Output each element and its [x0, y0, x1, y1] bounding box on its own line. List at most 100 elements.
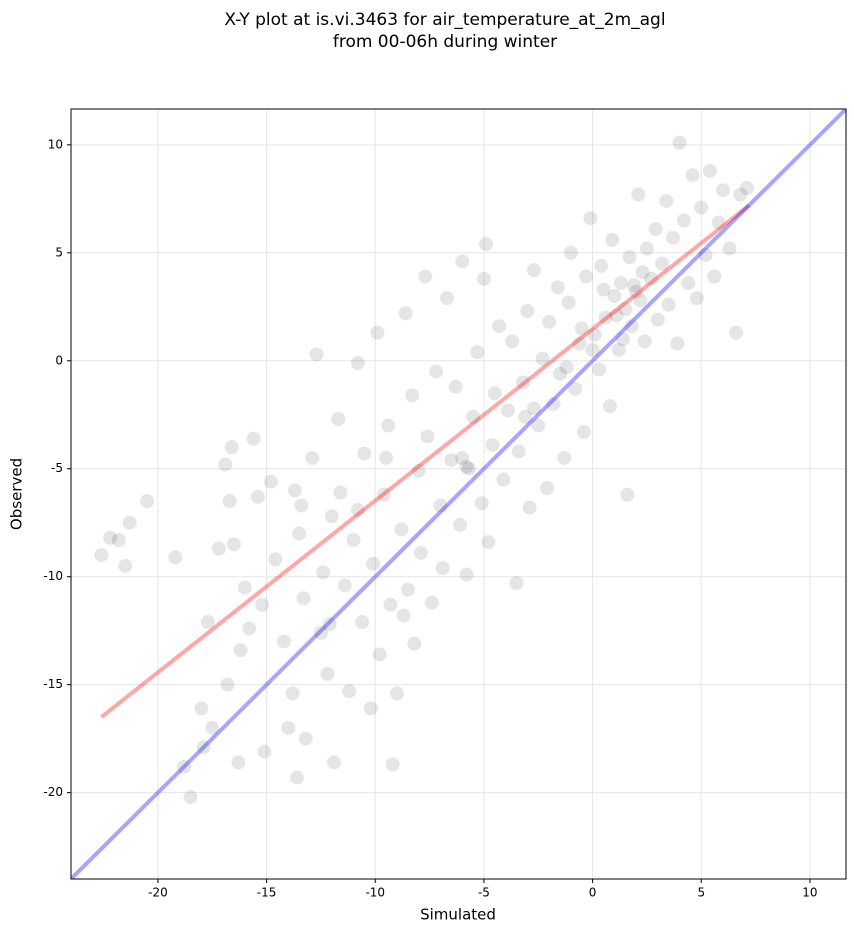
point: [346, 532, 361, 547]
y-tick-label: 0: [55, 353, 63, 367]
point: [511, 444, 526, 459]
point: [263, 474, 278, 489]
point: [694, 200, 709, 215]
point: [140, 494, 155, 509]
point: [231, 755, 246, 770]
point: [168, 550, 183, 565]
point: [607, 288, 622, 303]
point: [522, 500, 537, 515]
point: [572, 336, 587, 351]
point: [605, 232, 620, 247]
point: [292, 526, 307, 541]
x-tick-label: 5: [697, 886, 705, 900]
point: [561, 295, 576, 310]
point: [453, 517, 468, 532]
point: [237, 580, 252, 595]
point: [268, 552, 283, 567]
point: [194, 701, 209, 716]
point: [509, 576, 524, 591]
point: [655, 256, 670, 271]
point: [644, 271, 659, 286]
point: [385, 757, 400, 772]
point: [326, 755, 341, 770]
x-tick-label: 0: [589, 886, 597, 900]
point: [287, 483, 302, 498]
y-tick-label: 5: [55, 245, 63, 259]
point: [424, 595, 439, 610]
point: [587, 327, 602, 342]
point: [439, 291, 454, 306]
point: [183, 789, 198, 804]
point: [620, 487, 635, 502]
point: [337, 578, 352, 593]
point: [220, 677, 235, 692]
point: [557, 450, 572, 465]
point: [733, 187, 748, 202]
point: [535, 351, 550, 366]
point: [633, 293, 648, 308]
y-tick-label: -20: [43, 785, 63, 799]
point: [383, 597, 398, 612]
point: [196, 740, 211, 755]
point: [420, 429, 435, 444]
y-tick-label: 10: [48, 137, 63, 151]
point: [526, 401, 541, 416]
point: [350, 355, 365, 370]
point: [122, 515, 137, 530]
point: [622, 250, 637, 265]
point: [650, 312, 665, 327]
point: [531, 418, 546, 433]
point: [711, 215, 726, 230]
point: [676, 213, 691, 228]
point: [331, 412, 346, 427]
point: [372, 647, 387, 662]
point: [363, 701, 378, 716]
point: [309, 347, 324, 362]
point: [635, 265, 650, 280]
point: [546, 396, 561, 411]
point: [313, 625, 328, 640]
point: [563, 245, 578, 260]
point: [594, 258, 609, 273]
point: [666, 230, 681, 245]
point: [459, 567, 474, 582]
point: [481, 535, 496, 550]
x-tick-label: -10: [365, 886, 385, 900]
point: [376, 487, 391, 502]
point: [257, 744, 272, 759]
point: [559, 360, 574, 375]
point: [381, 418, 396, 433]
point: [518, 409, 533, 424]
point: [411, 463, 426, 478]
point: [407, 636, 422, 651]
point: [715, 183, 730, 198]
point: [405, 388, 420, 403]
x-tick-label: -20: [148, 886, 168, 900]
point: [470, 345, 485, 360]
point: [242, 621, 257, 636]
fit-line: [100, 203, 751, 719]
point: [574, 321, 589, 336]
point: [568, 381, 583, 396]
plot-frame: [70, 108, 847, 880]
point: [370, 325, 385, 340]
point: [233, 643, 248, 658]
point: [366, 556, 381, 571]
point: [250, 489, 265, 504]
point: [505, 334, 520, 349]
point: [702, 163, 717, 178]
fit-line: [71, 109, 846, 879]
point: [379, 450, 394, 465]
point: [722, 241, 737, 256]
point: [357, 446, 372, 461]
point: [461, 461, 476, 476]
point: [455, 450, 470, 465]
point: [298, 731, 313, 746]
point: [611, 342, 626, 357]
point: [585, 342, 600, 357]
point: [592, 362, 607, 377]
point: [226, 537, 241, 552]
point: [94, 548, 109, 563]
plot-area: [71, 109, 846, 879]
